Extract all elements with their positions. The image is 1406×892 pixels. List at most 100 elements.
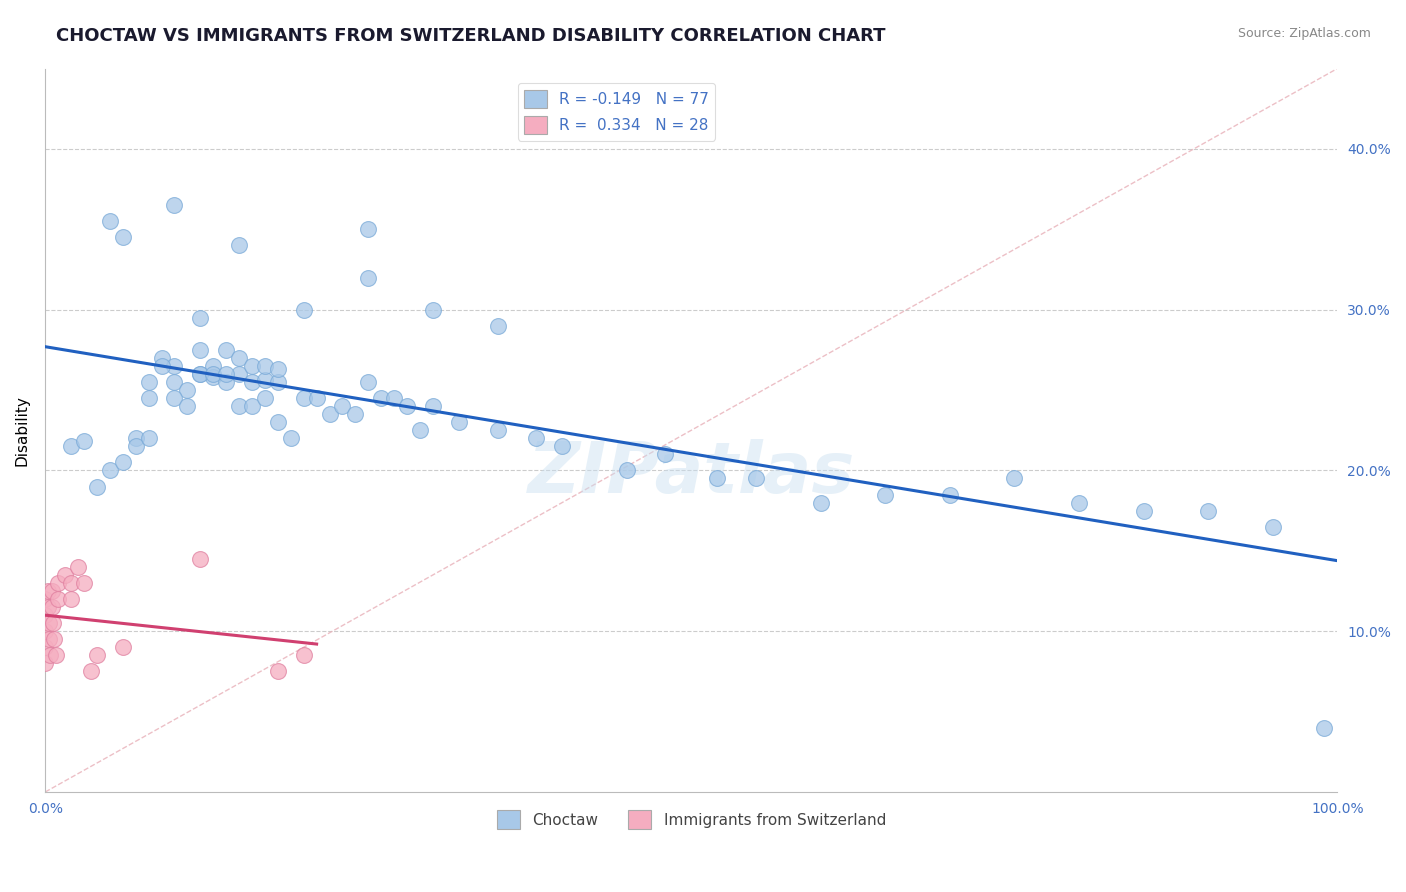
Point [138, 375, 160, 389]
Point [382, 391, 405, 405]
Point [447, 415, 470, 429]
Point [357, 375, 380, 389]
Point [357, 270, 380, 285]
Point [1002, 471, 1025, 485]
Point [215, 367, 238, 381]
Point [38, 616, 60, 631]
Point [939, 487, 962, 501]
Point [551, 439, 574, 453]
Point [253, 391, 276, 405]
Point [163, 359, 186, 373]
Point [228, 351, 250, 365]
Point [45, 648, 67, 663]
Point [44, 632, 66, 647]
Point [111, 230, 134, 244]
Point [228, 367, 250, 381]
Point [422, 302, 444, 317]
Point [305, 391, 328, 405]
Point [34, 640, 56, 655]
Point [60, 439, 83, 453]
Point [357, 222, 380, 236]
Point [150, 351, 173, 365]
Text: ZIPatlas: ZIPatlas [527, 439, 855, 508]
Point [34, 592, 56, 607]
Point [86, 479, 108, 493]
Point [875, 487, 897, 501]
Point [37, 584, 59, 599]
Point [53, 568, 76, 582]
Point [267, 665, 290, 679]
Point [422, 399, 444, 413]
Point [370, 391, 392, 405]
Point [188, 343, 211, 357]
Point [228, 238, 250, 252]
Y-axis label: Disability: Disability [15, 395, 30, 466]
Point [267, 362, 290, 376]
Point [188, 552, 211, 566]
Point [79, 665, 101, 679]
Point [240, 359, 263, 373]
Point [292, 648, 315, 663]
Point [41, 584, 63, 599]
Point [39, 648, 62, 663]
Point [486, 318, 509, 333]
Point [280, 431, 302, 445]
Point [202, 367, 225, 381]
Point [46, 576, 69, 591]
Point [176, 383, 198, 397]
Legend: Choctaw, Immigrants from Switzerland: Choctaw, Immigrants from Switzerland [491, 804, 891, 835]
Point [253, 359, 276, 373]
Point [706, 471, 728, 485]
Point [150, 359, 173, 373]
Point [176, 399, 198, 413]
Point [73, 576, 96, 591]
Point [37, 600, 59, 615]
Point [34, 624, 56, 639]
Point [60, 592, 83, 607]
Point [332, 399, 354, 413]
Point [66, 560, 89, 574]
Point [344, 407, 367, 421]
Point [46, 592, 69, 607]
Point [745, 471, 768, 485]
Point [34, 608, 56, 623]
Point [138, 391, 160, 405]
Point [98, 463, 121, 477]
Point [41, 600, 63, 615]
Point [202, 370, 225, 384]
Point [188, 310, 211, 325]
Point [318, 407, 340, 421]
Point [60, 576, 83, 591]
Point [253, 373, 276, 387]
Text: Source: ZipAtlas.com: Source: ZipAtlas.com [1237, 27, 1371, 40]
Point [98, 214, 121, 228]
Point [1261, 519, 1284, 533]
Point [616, 463, 638, 477]
Point [188, 367, 211, 381]
Point [240, 375, 263, 389]
Text: CHOCTAW VS IMMIGRANTS FROM SWITZERLAND DISABILITY CORRELATION CHART: CHOCTAW VS IMMIGRANTS FROM SWITZERLAND D… [56, 27, 886, 45]
Point [1313, 721, 1336, 735]
Point [292, 391, 315, 405]
Point [228, 399, 250, 413]
Point [125, 439, 148, 453]
Point [810, 495, 832, 509]
Point [215, 375, 238, 389]
Point [138, 431, 160, 445]
Point [38, 632, 60, 647]
Point [202, 359, 225, 373]
Point [215, 343, 238, 357]
Point [654, 447, 676, 461]
Point [292, 302, 315, 317]
Point [1197, 503, 1219, 517]
Point [42, 616, 65, 631]
Point [1132, 503, 1154, 517]
Point [188, 367, 211, 381]
Point [524, 431, 547, 445]
Point [163, 375, 186, 389]
Point [111, 455, 134, 469]
Point [163, 198, 186, 212]
Point [486, 423, 509, 437]
Point [111, 640, 134, 655]
Point [34, 657, 56, 671]
